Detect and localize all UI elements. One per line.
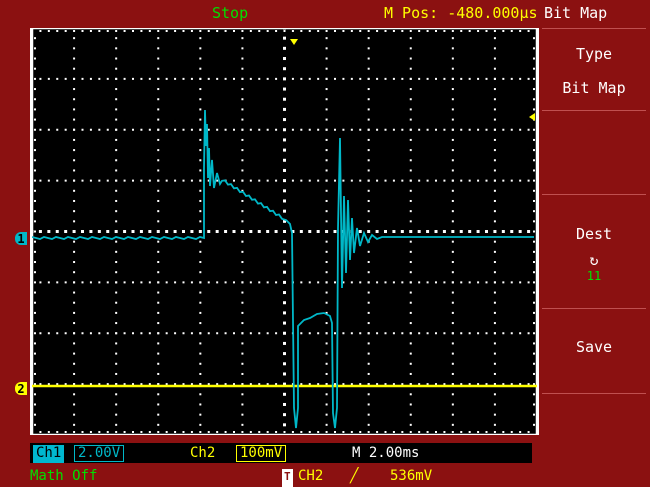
timebase-readout: M 2.00ms: [352, 445, 420, 461]
save-menu-button[interactable]: Save: [538, 309, 650, 391]
bottom-status-bar: Ch1 2.00V Ch2 100mV M 2.00ms Math Off T …: [0, 443, 650, 487]
math-status: Math Off: [30, 468, 98, 484]
dest-value: 11: [586, 269, 602, 283]
empty-menu-button[interactable]: [538, 111, 650, 193]
dest-menu-button[interactable]: Dest ↻ 11: [538, 195, 650, 306]
menu-divider: [542, 393, 646, 394]
channel-readout-strip: [30, 443, 532, 463]
trigger-level-icon: [529, 113, 535, 121]
ch2-scale: 100mV: [236, 445, 287, 462]
type-label: Type: [575, 45, 613, 63]
ch1-marker-label: 1: [17, 232, 25, 246]
acquisition-status: Stop: [212, 4, 249, 22]
ch2-marker-icon[interactable]: 2: [15, 382, 27, 396]
ch1-tag[interactable]: Ch1: [33, 445, 65, 463]
waveform-graticule: [32, 28, 537, 435]
rising-edge-icon: ╱: [350, 468, 359, 484]
ch2-tag[interactable]: Ch2: [190, 445, 216, 461]
ch1-marker-icon[interactable]: 1: [15, 232, 27, 246]
refresh-icon: ↻: [589, 251, 599, 269]
ch1-scale: 2.00V: [74, 445, 125, 462]
side-menu: Type Bit Map Dest ↻ 11 Save: [538, 28, 650, 440]
menu-divider: [542, 194, 646, 195]
center-axis-ticks: [32, 28, 535, 433]
trigger-position-icon: [290, 39, 298, 45]
trigger-level: 536mV: [390, 468, 433, 484]
ch1-waveform: [32, 109, 534, 429]
horizontal-position-readout: M Pos: -480.000µs: [384, 4, 538, 22]
menu-title: Bit Map: [544, 4, 608, 22]
trigger-source: CH2: [298, 468, 324, 484]
type-menu-button[interactable]: Type Bit Map: [538, 28, 650, 110]
menu-divider: [542, 308, 646, 309]
waveform-display: [30, 28, 539, 435]
trigger-icon: T: [282, 469, 293, 487]
type-value: Bit Map: [562, 79, 626, 97]
ch2-marker-label: 2: [17, 382, 25, 396]
menu-divider: [542, 110, 646, 111]
top-status-bar: Stop M Pos: -480.000µs Bit Map: [0, 0, 650, 26]
save-label: Save: [575, 338, 613, 356]
dest-label: Dest: [575, 225, 613, 243]
menu-divider: [542, 28, 646, 29]
